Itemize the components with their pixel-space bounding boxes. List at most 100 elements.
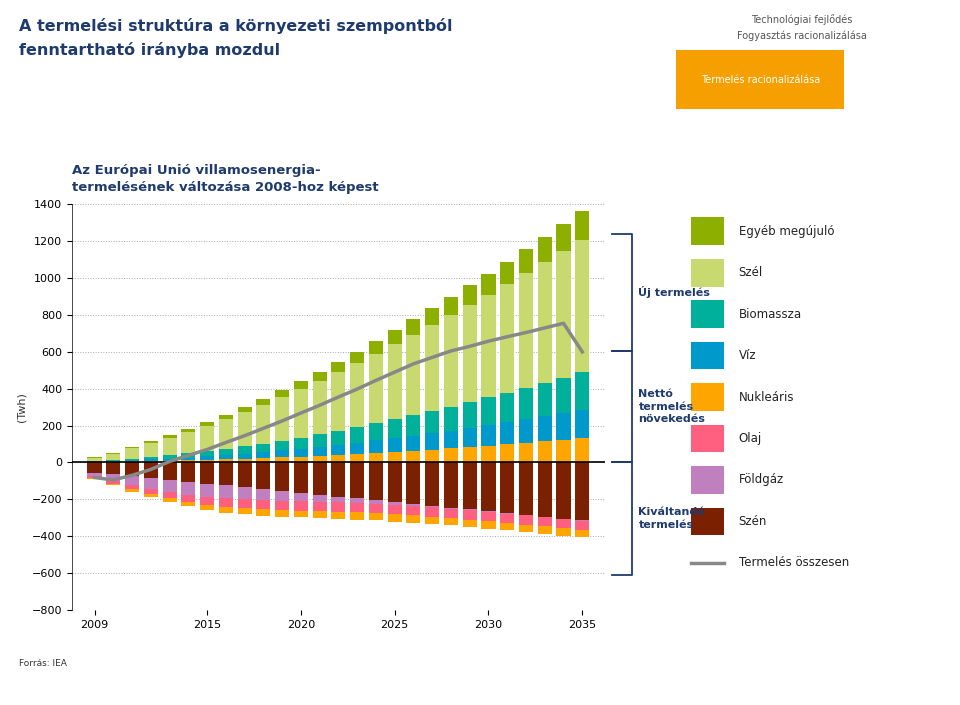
Text: Nukleáris: Nukleáris	[738, 391, 794, 403]
Bar	[144, 441, 157, 443]
Bar	[691, 300, 724, 328]
Text: Olaj: Olaj	[738, 432, 762, 445]
Bar	[276, 398, 289, 441]
Bar	[463, 402, 477, 428]
Bar	[331, 496, 346, 503]
Bar	[538, 237, 552, 262]
Bar	[276, 458, 289, 462]
Bar	[181, 482, 195, 495]
Bar	[444, 431, 458, 448]
Bar	[369, 354, 383, 423]
Bar	[294, 389, 308, 438]
Bar	[425, 308, 440, 325]
Bar	[125, 460, 139, 462]
Bar	[256, 510, 271, 516]
Bar	[557, 462, 570, 519]
Bar	[500, 284, 515, 393]
Bar	[219, 419, 233, 449]
Bar	[519, 515, 533, 525]
Bar	[444, 462, 458, 508]
Bar	[369, 453, 383, 462]
Bar	[144, 443, 157, 457]
Bar	[313, 495, 326, 502]
Bar	[200, 451, 214, 456]
Bar	[557, 413, 570, 440]
Bar	[219, 415, 233, 419]
Bar	[87, 472, 102, 477]
Bar	[162, 492, 177, 498]
Bar	[181, 429, 195, 432]
Bar	[107, 462, 120, 474]
Bar	[425, 462, 440, 505]
Bar	[538, 517, 552, 527]
Bar	[388, 419, 401, 438]
Bar	[294, 510, 308, 517]
Bar	[350, 462, 364, 498]
Bar	[463, 285, 477, 305]
Bar	[406, 319, 420, 335]
Bar	[406, 462, 420, 504]
Bar	[144, 460, 157, 461]
Bar	[219, 462, 233, 486]
Bar	[107, 481, 120, 484]
Bar	[691, 424, 724, 453]
Bar	[162, 462, 177, 480]
Bar	[219, 455, 233, 459]
Bar	[519, 462, 533, 515]
Text: Szén: Szén	[738, 515, 767, 528]
Bar	[87, 477, 102, 478]
Bar	[125, 448, 139, 458]
Bar	[691, 259, 724, 286]
Bar	[369, 441, 383, 453]
Bar	[107, 484, 120, 486]
Bar	[557, 251, 570, 378]
Bar	[482, 446, 495, 462]
Bar	[256, 398, 271, 405]
Bar	[482, 274, 495, 295]
Bar	[162, 461, 177, 462]
Bar	[256, 462, 271, 489]
Bar	[463, 447, 477, 462]
Bar	[406, 415, 420, 436]
Bar	[350, 427, 364, 443]
Bar	[463, 520, 477, 527]
Bar	[331, 362, 346, 372]
Bar	[406, 335, 420, 415]
Bar	[557, 519, 570, 528]
Bar	[519, 443, 533, 462]
Bar	[181, 432, 195, 453]
Text: Szél: Szél	[738, 266, 763, 279]
Bar	[557, 223, 570, 251]
Bar	[482, 511, 495, 512]
Bar	[425, 411, 440, 434]
Bar	[444, 407, 458, 431]
Bar	[557, 378, 570, 413]
Bar	[144, 478, 157, 489]
Bar	[425, 434, 440, 450]
Bar	[500, 422, 515, 444]
Bar	[538, 416, 552, 441]
Bar	[276, 462, 289, 491]
Bar	[519, 274, 533, 388]
Bar	[331, 445, 346, 455]
Bar	[237, 499, 252, 508]
Bar	[256, 452, 271, 458]
Bar	[200, 456, 214, 460]
Bar	[369, 423, 383, 441]
Bar	[256, 458, 271, 462]
Bar	[482, 398, 495, 425]
Bar	[388, 502, 401, 505]
Bar	[500, 262, 515, 284]
Bar	[294, 493, 308, 501]
Text: A termelési struktúra a környezeti szempontból: A termelési struktúra a környezeti szemp…	[19, 18, 453, 34]
Bar	[162, 458, 177, 461]
Bar	[350, 513, 364, 520]
Bar	[557, 440, 570, 462]
Bar	[219, 486, 233, 498]
Bar	[388, 452, 401, 462]
Bar	[406, 436, 420, 450]
Bar	[331, 503, 346, 512]
Text: Biomassza: Biomassza	[738, 307, 802, 321]
Bar	[276, 441, 289, 450]
Bar	[500, 393, 515, 422]
